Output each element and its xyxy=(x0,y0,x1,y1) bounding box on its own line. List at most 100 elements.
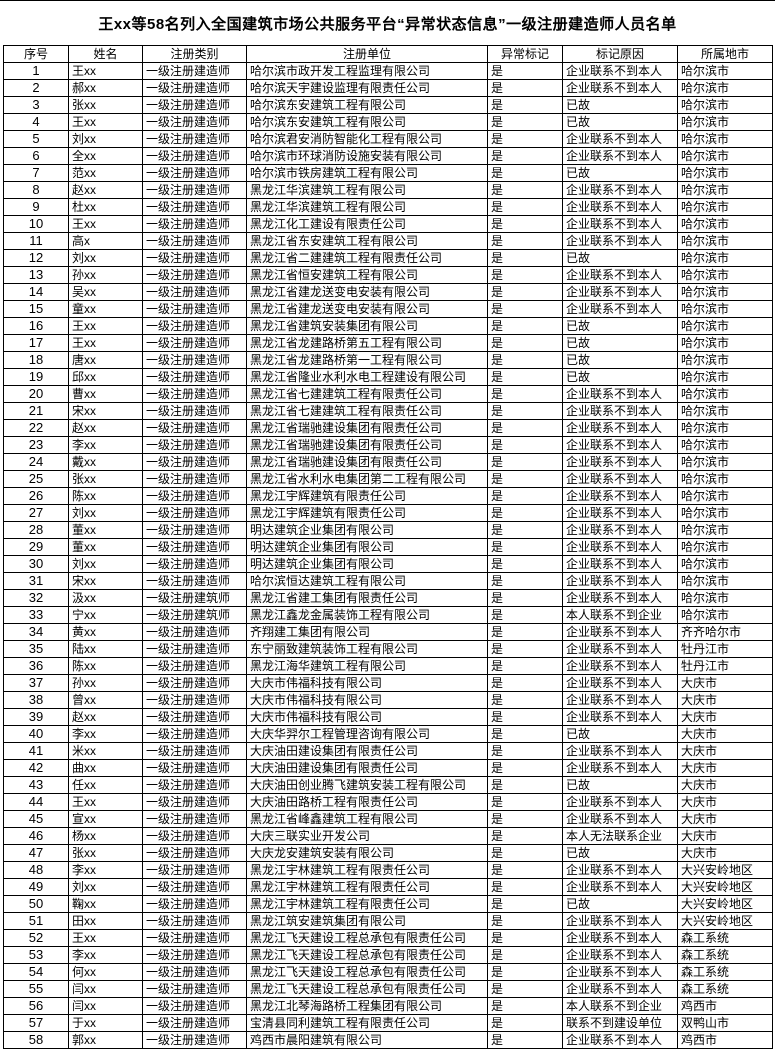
cell-flag: 是 xyxy=(487,266,563,284)
cell-city: 大庆市 xyxy=(677,725,773,743)
cell-company: 大庆龙安建筑安装有限公司 xyxy=(246,844,488,862)
cell-category: 一级注册建造师 xyxy=(142,878,247,896)
cell-flag: 是 xyxy=(487,419,563,437)
cell-city: 齐齐哈尔市 xyxy=(677,623,773,641)
table-body: 1 王xx 一级注册建造师 哈尔滨市政开发工程监理有限公司是企业联系不到本人 哈尔滨市 2… xyxy=(3,62,773,1049)
cell-city: 哈尔滨市 xyxy=(677,487,773,505)
cell-flag: 是 xyxy=(487,997,563,1015)
cell-reason: 企业联系不到本人 xyxy=(562,912,678,930)
cell-flag: 是 xyxy=(487,79,563,97)
cell-flag: 是 xyxy=(487,606,563,624)
cell-city: 哈尔滨市 xyxy=(677,130,773,148)
cell-city: 哈尔滨市 xyxy=(677,113,773,131)
cell-category: 一级注册建造师 xyxy=(142,997,247,1015)
cell-company: 黑龙江省瑞驰建设集团有限责任公司 xyxy=(246,436,488,454)
cell-category: 一级注册建造师 xyxy=(142,640,247,658)
cell-index: 56 xyxy=(3,997,69,1015)
table-row: 10 王xx 一级注册建造师 黑龙江化工建设有限责任公司是企业联系不到本人 哈尔滨市 xyxy=(3,215,773,233)
cell-flag: 是 xyxy=(487,96,563,114)
cell-reason: 企业联系不到本人 xyxy=(562,691,678,709)
cell-category: 一级注册建造师 xyxy=(142,963,247,981)
table-row: 6 全xx 一级注册建造师 哈尔滨市环球消防设施安装有限公司是企业联系不到本人 哈尔滨市 xyxy=(3,147,773,165)
cell-name: 何xx xyxy=(68,963,143,981)
cell-company: 大庆油田路桥工程有限责任公司 xyxy=(246,793,488,811)
table-row: 27 刘xx 一级注册建造师 黑龙江宇辉建筑有限责任公司是企业联系不到本人 哈尔滨市 xyxy=(3,504,773,522)
cell-index: 21 xyxy=(3,402,69,420)
cell-company: 黑龙江宇辉建筑有限责任公司 xyxy=(246,487,488,505)
cell-category: 一级注册建造师 xyxy=(142,708,247,726)
cell-name: 闫xx xyxy=(68,997,143,1015)
cell-company: 黑龙江华滨建筑工程有限公司 xyxy=(246,198,488,216)
cell-reason: 已故 xyxy=(562,368,678,386)
cell-flag: 是 xyxy=(487,249,563,267)
cell-city: 大庆市 xyxy=(677,844,773,862)
cell-name: 田xx xyxy=(68,912,143,930)
cell-city: 哈尔滨市 xyxy=(677,164,773,182)
cell-category: 一级注册建造师 xyxy=(142,1031,247,1049)
cell-company: 宝清县同利建筑工程有限责任公司 xyxy=(246,1014,488,1032)
cell-flag: 是 xyxy=(487,810,563,828)
cell-index: 12 xyxy=(3,249,69,267)
cell-flag: 是 xyxy=(487,759,563,777)
cell-company: 黑龙江北琴海路桥工程集团有限公司 xyxy=(246,997,488,1015)
cell-category: 一级注册建造师 xyxy=(142,334,247,352)
cell-category: 一级注册建造师 xyxy=(142,810,247,828)
cell-flag: 是 xyxy=(487,980,563,998)
table-row: 54 何xx 一级注册建造师 黑龙江飞天建设工程总承包有限责任公司是企业联系不到本人森… xyxy=(3,963,773,981)
cell-category: 一级注册建造师 xyxy=(142,198,247,216)
cell-name: 唐xx xyxy=(68,351,143,369)
cell-company: 黑龙江省水利水电集团第二工程有限公司 xyxy=(246,470,488,488)
cell-company: 黑龙江宇辉建筑有限责任公司 xyxy=(246,504,488,522)
cell-flag: 是 xyxy=(487,487,563,505)
cell-company: 明达建筑企业集团有限公司 xyxy=(246,538,488,556)
table-row: 20 曹xx 一级注册建造师 黑龙江省七建建筑工程有限责任公司是企业联系不到本人 哈尔滨… xyxy=(3,385,773,403)
cell-index: 44 xyxy=(3,793,69,811)
cell-reason: 企业联系不到本人 xyxy=(562,232,678,250)
cell-category: 一级注册建造师 xyxy=(142,538,247,556)
cell-company: 哈尔滨市环球消防设施安装有限公司 xyxy=(246,147,488,165)
cell-flag: 是 xyxy=(487,181,563,199)
cell-reason: 已故 xyxy=(562,725,678,743)
cell-index: 7 xyxy=(3,164,69,182)
cell-flag: 是 xyxy=(487,572,563,590)
cell-flag: 是 xyxy=(487,657,563,675)
cell-city: 哈尔滨市 xyxy=(677,436,773,454)
cell-name: 任xx xyxy=(68,776,143,794)
cell-reason: 企业联系不到本人 xyxy=(562,453,678,471)
cell-flag: 是 xyxy=(487,929,563,947)
cell-reason: 企业联系不到本人 xyxy=(562,759,678,777)
table-row: 14 吴xx 一级注册建造师 黑龙江省建龙送变电安装有限公司是企业联系不到本人 哈尔滨市 xyxy=(3,283,773,301)
cell-reason: 企业联系不到本人 xyxy=(562,198,678,216)
cell-name: 王xx xyxy=(68,215,143,233)
table-row: 40 李xx 一级注册建造师 大庆华羿尔工程管理咨询有限公司是已故 大庆市 xyxy=(3,725,773,743)
cell-company: 哈尔滨恒达建筑工程有限公司 xyxy=(246,572,488,590)
cell-company: 黑龙江省七建建筑工程有限责任公司 xyxy=(246,385,488,403)
cell-name: 王xx xyxy=(68,929,143,947)
cell-index: 51 xyxy=(3,912,69,930)
cell-category: 一级注册建造师 xyxy=(142,844,247,862)
cell-category: 一级注册建造师 xyxy=(142,436,247,454)
table-row: 7 范xx 一级注册建造师 哈尔滨市铁房建筑工程有限公司是已故 哈尔滨市 xyxy=(3,164,773,182)
cell-flag: 是 xyxy=(487,368,563,386)
table-row: 24 戴xx 一级注册建造师 黑龙江省瑞驰建设集团有限责任公司是企业联系不到本人 哈尔滨… xyxy=(3,453,773,471)
cell-name: 宣xx xyxy=(68,810,143,828)
cell-index: 40 xyxy=(3,725,69,743)
cell-flag: 是 xyxy=(487,300,563,318)
cell-reason: 企业联系不到本人 xyxy=(562,181,678,199)
cell-company: 黑龙江省建筑安装集团有限公司 xyxy=(246,317,488,335)
cell-reason: 企业联系不到本人 xyxy=(562,300,678,318)
cell-company: 黑龙江省龙建路桥第五工程有限公司 xyxy=(246,334,488,352)
cell-company: 哈尔滨君安消防智能化工程有限公司 xyxy=(246,130,488,148)
cell-city: 牡丹江市 xyxy=(677,640,773,658)
cell-index: 28 xyxy=(3,521,69,539)
cell-name: 王xx xyxy=(68,62,143,80)
table-row: 8 赵xx 一级注册建造师 黑龙江华滨建筑工程有限公司是企业联系不到本人 哈尔滨市 xyxy=(3,181,773,199)
cell-name: 曲xx xyxy=(68,759,143,777)
cell-company: 哈尔滨市政开发工程监理有限公司 xyxy=(246,62,488,80)
cell-category: 一级注册建造师 xyxy=(142,657,247,675)
cell-company: 哈尔滨天宇建设监理有限责任公司 xyxy=(246,79,488,97)
cell-name: 陆xx xyxy=(68,640,143,658)
cell-reason: 企业联系不到本人 xyxy=(562,555,678,573)
cell-city: 哈尔滨市 xyxy=(677,79,773,97)
cell-reason: 企业联系不到本人 xyxy=(562,572,678,590)
